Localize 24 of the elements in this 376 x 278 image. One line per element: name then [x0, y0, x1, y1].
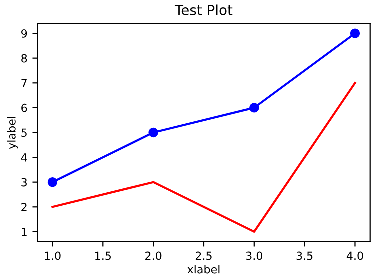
line-series — [52, 82, 356, 233]
x-tick-label: 2.5 — [196, 252, 212, 260]
y-axis-title: ylabel — [7, 117, 18, 150]
y-tick-label: 6 — [22, 104, 28, 112]
x-tick-label: 4.0 — [346, 252, 364, 260]
x-tick-label: 1.0 — [45, 252, 61, 260]
y-tick-label: 5 — [22, 128, 27, 138]
y-tick-label: 9 — [22, 30, 28, 38]
x-tick-label: 1.5 — [96, 252, 112, 260]
x-tick-label: 2.0 — [146, 252, 162, 260]
y-tick-label: 3 — [22, 178, 27, 187]
point — [48, 177, 58, 188]
point — [250, 103, 260, 113]
x-axis-title: xlabel — [188, 265, 220, 274]
x-tick-label: 3.0 — [246, 252, 262, 260]
y-tick-label: 1 — [22, 228, 27, 236]
x-tick-label: 3.5 — [296, 252, 313, 260]
y-tick-label: 2 — [22, 203, 27, 212]
y-tick-label: 8 — [22, 54, 28, 63]
chart-title: Test Plot — [174, 4, 233, 16]
y-tick-label: 7 — [22, 79, 27, 88]
y-tick-label: 4 — [21, 154, 28, 162]
point — [148, 128, 158, 138]
point — [350, 28, 360, 38]
